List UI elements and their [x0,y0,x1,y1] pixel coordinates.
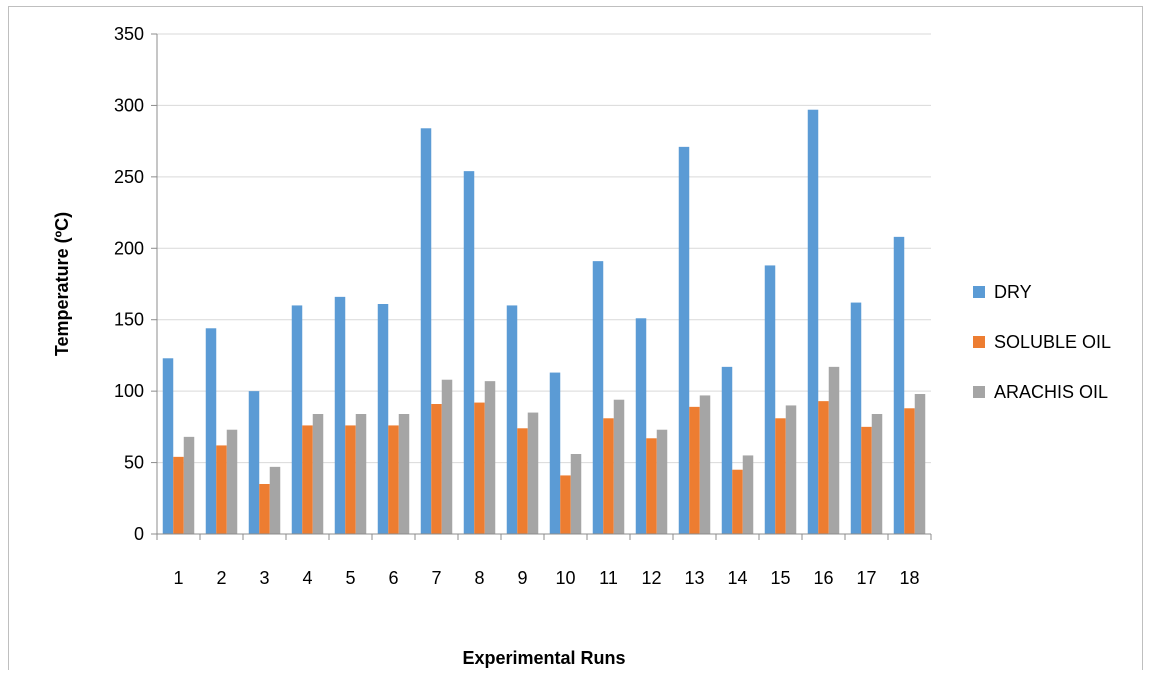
x-tick-label: 11 [599,568,618,588]
bar-soluble-oil-run-4 [302,425,313,534]
legend: DRY SOLUBLE OIL ARACHIS OIL [973,282,1111,402]
bar-arachis-oil-run-3 [269,466,281,534]
bar-arachis-oil-run-2 [226,429,238,534]
legend-label: DRY [994,282,1032,302]
bar-arachis-oil-run-16 [828,366,840,534]
x-tick-label: 13 [684,568,704,588]
x-tick-labels: 1 2 3 4 5 6 7 8 9 10 11 12 13 14 15 16 17 18 [173,568,919,588]
bar-soluble-oil-run-7 [431,404,442,534]
bar-dry-run-2 [205,328,217,534]
bar-dry-run-14 [721,366,733,534]
chart-frame [8,6,1143,670]
bar-soluble-oil-run-6 [388,425,399,534]
bar-soluble-oil-run-14 [732,469,743,534]
bar-dry-run-8 [463,171,475,534]
bar-soluble-oil-run-5 [345,425,356,534]
bar-dry-run-4 [291,305,303,534]
bar-soluble-oil-run-10 [560,475,571,534]
bar-arachis-oil-run-14 [742,455,754,534]
legend-swatch [973,336,985,348]
bars [162,109,926,535]
y-tick-label: 300 [114,95,144,115]
bar-arachis-oil-run-9 [527,412,539,534]
x-tick-label: 8 [474,568,484,588]
x-tick-label: 18 [899,568,919,588]
bar-dry-run-1 [162,358,174,534]
bar-dry-run-16 [807,109,819,534]
y-axis-title: Temperature (ºC) [52,212,72,356]
y-tick-label: 150 [114,310,144,330]
bar-dry-run-18 [893,236,905,534]
bar-arachis-oil-run-18 [914,394,926,534]
x-tick-label: 2 [216,568,226,588]
bar-soluble-oil-run-13 [689,406,700,534]
y-tick-labels: 0 50 100 150 200 250 300 350 [114,24,144,544]
bar-arachis-oil-run-4 [312,414,324,534]
bar-dry-run-9 [506,305,518,534]
x-tick-label: 10 [555,568,575,588]
bar-soluble-oil-run-8 [474,402,485,534]
bar-arachis-oil-run-13 [699,395,711,534]
bar-dry-run-6 [377,304,389,534]
bar-soluble-oil-run-15 [775,418,786,534]
y-tick-label: 200 [114,238,144,258]
x-tick-label: 5 [345,568,355,588]
x-tick-label: 6 [388,568,398,588]
y-tick-label: 250 [114,167,144,187]
bar-dry-run-7 [420,128,432,535]
bar-soluble-oil-run-9 [517,428,528,534]
y-tick-label: 100 [114,381,144,401]
x-tick-label: 1 [173,568,183,588]
bar-dry-run-12 [635,318,647,534]
legend-label: ARACHIS OIL [994,382,1108,402]
bar-dry-run-11 [592,261,604,534]
bar-soluble-oil-run-12 [646,438,657,534]
y-tick-label: 0 [134,524,144,544]
x-tick-label: 7 [431,568,441,588]
bar-arachis-oil-run-12 [656,429,668,534]
bar-dry-run-15 [764,265,776,534]
bar-dry-run-10 [549,372,561,534]
x-tick-label: 3 [259,568,269,588]
x-tick-label: 15 [770,568,790,588]
legend-label: SOLUBLE OIL [994,332,1111,352]
y-tick-label: 350 [114,24,144,44]
x-tick-label: 9 [517,568,527,588]
legend-swatch [973,286,985,298]
bar-arachis-oil-run-6 [398,414,410,534]
bar-arachis-oil-run-11 [613,399,625,534]
bar-arachis-oil-run-5 [355,414,367,534]
bar-arachis-oil-run-17 [871,414,883,534]
bar-dry-run-17 [850,302,862,534]
bar-soluble-oil-run-3 [259,484,270,534]
bar-arachis-oil-run-15 [785,405,797,534]
x-tick-label: 17 [856,568,876,588]
bar-soluble-oil-run-16 [818,401,829,534]
bar-soluble-oil-run-18 [904,408,915,534]
bar-soluble-oil-run-11 [603,418,614,534]
gridlines [151,33,931,535]
y-tick-label: 50 [124,453,144,473]
bar-soluble-oil-run-17 [861,426,872,534]
bar-soluble-oil-run-1 [173,456,184,534]
bar-soluble-oil-run-2 [216,445,227,534]
x-tick-label: 12 [641,568,661,588]
axes [156,34,932,540]
bar-arachis-oil-run-10 [570,454,582,534]
bar-dry-run-5 [334,296,346,534]
bar-arachis-oil-run-7 [441,379,453,534]
x-tick-label: 14 [727,568,747,588]
x-tick-label: 4 [302,568,312,588]
x-tick-label: 16 [813,568,833,588]
legend-swatch [973,386,985,398]
bar-arachis-oil-run-1 [183,436,195,534]
x-axis-title: Experimental Runs [462,648,625,668]
bar-dry-run-13 [678,146,690,534]
bar-dry-run-3 [248,391,260,534]
bar-arachis-oil-run-8 [484,381,496,534]
